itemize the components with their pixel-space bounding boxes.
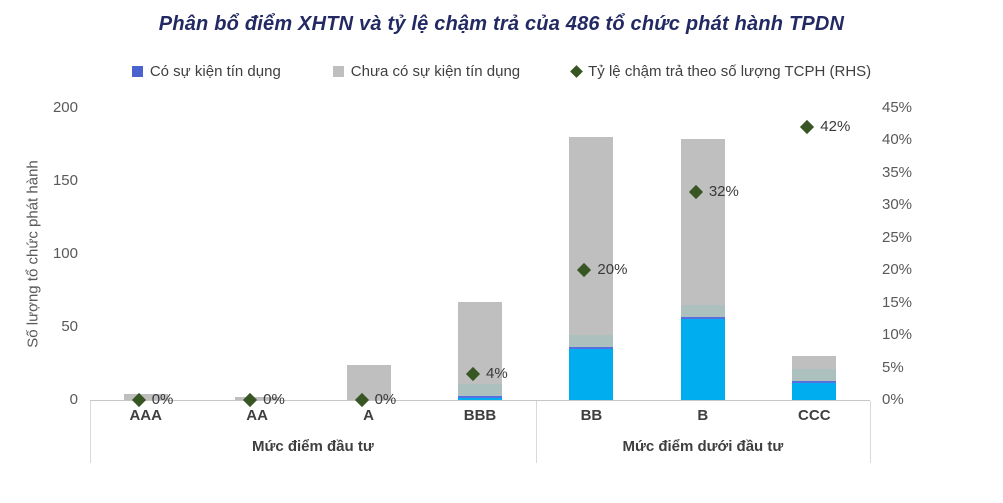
legend-label: Có sự kiện tín dụng <box>149 63 281 80</box>
category-label-B: B <box>697 407 709 424</box>
x-axis-baseline <box>90 400 870 401</box>
category-group-label: Mức điểm dưới đầu tư <box>622 438 784 455</box>
right-axis-tick: 20% <box>882 261 913 279</box>
legend-label: Tỷ lệ chậm trả theo số lượng TCPH (RHS) <box>588 63 872 80</box>
category-label-CCC: CCC <box>798 407 831 424</box>
bar-segment-no-credit-event <box>346 364 391 400</box>
left-axis-tick: 0 <box>69 391 78 408</box>
delay-rate-diamond-AA <box>243 392 258 408</box>
left-axis-tick: 50 <box>61 318 78 335</box>
bar-segment-blend <box>680 304 725 317</box>
y-axis-title: Số lượng tổ chức phát hành <box>24 160 42 348</box>
right-axis-tick: 30% <box>882 196 913 214</box>
chart-title: Phân bổ điểm XHTN và tỷ lệ chậm trả của … <box>158 13 845 35</box>
category-label-BBB: BBB <box>463 407 497 424</box>
bar-BB <box>569 137 614 400</box>
bar-segment-no-credit-event <box>123 394 168 400</box>
category-label-AA: AA <box>246 407 268 424</box>
bar-CCC <box>792 356 837 400</box>
bar-segment-no-credit-event <box>680 138 725 317</box>
right-axis-tick: 25% <box>882 228 913 246</box>
bar-segment-no-credit-event <box>569 137 614 348</box>
category-label-BB: BB <box>580 407 603 424</box>
legend-label: Chưa có sự kiện tín dụng <box>350 63 521 80</box>
blue-square-icon <box>131 66 143 77</box>
right-axis-tick: 5% <box>882 358 904 376</box>
bar-segment-credit-event <box>458 395 502 400</box>
category-group-divider <box>90 401 91 463</box>
category-group-divider <box>535 401 537 463</box>
bar-segment-no-credit-event <box>458 302 502 396</box>
right-axis-tick: 45% <box>882 99 913 116</box>
gray-square-icon <box>332 66 344 77</box>
bar-B <box>680 138 725 400</box>
delay-rate-label-B: 32% <box>708 183 739 201</box>
legend-item-credit-event: Có sự kiện tín dụng <box>131 63 281 80</box>
left-axis-tick: 200 <box>52 99 78 116</box>
bar-BBB <box>458 302 502 400</box>
bar-segment-blend <box>792 369 837 382</box>
bar-AA <box>235 397 280 400</box>
right-axis-tick: 35% <box>882 163 913 181</box>
bar-AAA <box>123 394 168 400</box>
legend-item-no-credit-event: Chưa có sự kiện tín dụng <box>332 63 521 80</box>
delay-rate-label-AAA: 0% <box>151 391 174 408</box>
bar-segment-blend <box>569 335 614 348</box>
left-axis-tick: 150 <box>52 172 78 189</box>
right-axis-tick: 0% <box>882 391 904 408</box>
bar-segment-blend <box>458 383 502 396</box>
bar-segment-credit-event <box>569 347 614 400</box>
delay-rate-label-A: 0% <box>374 391 397 408</box>
category-label-A: A <box>363 407 374 424</box>
legend-item-delay-rate: Tỷ lệ chậm trả theo số lượng TCPH (RHS) <box>570 63 872 80</box>
category-label-AAA: AAA <box>129 407 162 424</box>
delay-rate-label-BBB: 4% <box>486 365 508 383</box>
bar-A <box>346 364 391 400</box>
bar-segment-credit-event <box>680 316 725 400</box>
delay-rate-label-CCC: 42% <box>820 118 851 136</box>
bar-segment-no-credit-event <box>235 397 280 400</box>
bar-segment-credit-event <box>792 381 837 400</box>
right-axis-tick: 15% <box>882 293 913 311</box>
category-group-label: Mức điểm đầu tư <box>251 438 374 455</box>
category-group-divider <box>870 401 871 463</box>
right-axis-tick: 10% <box>882 326 913 344</box>
left-axis-tick: 100 <box>52 245 78 262</box>
chart-legend: Có sự kiện tín dụng Chưa có sự kiện tín … <box>0 63 1003 80</box>
delay-rate-label-BB: 20% <box>597 261 628 279</box>
delay-rate-diamond-CCC <box>800 120 815 135</box>
delay-rate-label-AA: 0% <box>263 391 285 408</box>
right-axis-tick: 40% <box>882 131 913 149</box>
